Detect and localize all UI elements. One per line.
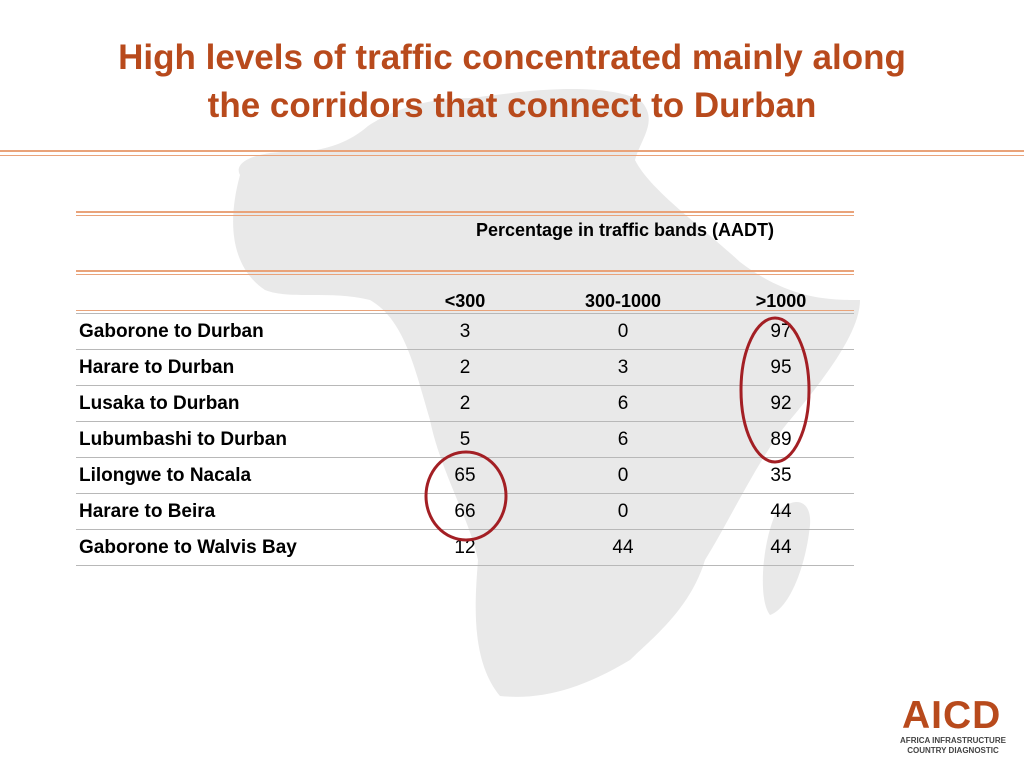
row-label: Gaborone to Walvis Bay bbox=[79, 537, 297, 558]
aicd-logo-mark: AICD bbox=[902, 694, 1002, 737]
cell-300-1000: 3 bbox=[617, 357, 629, 378]
header-mid-rule-thin bbox=[76, 274, 854, 275]
column-header-above-1000: >1000 bbox=[755, 291, 807, 311]
cell-above-1000: 44 bbox=[770, 501, 792, 522]
row-divider bbox=[76, 385, 854, 386]
row-divider bbox=[76, 349, 854, 350]
row-label: Lusaka to Durban bbox=[79, 393, 240, 414]
slide-title: High levels of traffic concentrated main… bbox=[0, 34, 1024, 130]
table-row: Lubumbashi to Durban 5 6 89 bbox=[76, 422, 854, 458]
cell-below-300: 2 bbox=[459, 393, 471, 414]
cell-above-1000: 97 bbox=[770, 321, 792, 342]
column-header-300-1000: 300-1000 bbox=[584, 291, 662, 311]
table-row: Harare to Beira 66 0 44 bbox=[76, 494, 854, 530]
table-bottom-rule bbox=[76, 565, 854, 566]
table-row: Harare to Durban 2 3 95 bbox=[76, 350, 854, 386]
table-row: Lilongwe to Nacala 65 0 35 bbox=[76, 458, 854, 494]
cell-below-300: 12 bbox=[454, 537, 476, 558]
slide-title-line-1: High levels of traffic concentrated main… bbox=[118, 38, 906, 77]
column-header-below-300: <300 bbox=[444, 291, 486, 311]
cell-300-1000: 0 bbox=[617, 321, 629, 342]
table-top-rule-thin bbox=[76, 215, 854, 216]
group-header: Percentage in traffic bands (AADT) bbox=[475, 220, 775, 240]
cell-300-1000: 0 bbox=[617, 501, 629, 522]
table-top-rule bbox=[76, 211, 854, 213]
slide-title-line-2: the corridors that connect to Durban bbox=[207, 86, 817, 125]
highlight-ellipse-low-traffic bbox=[424, 450, 508, 542]
aicd-logo: AICD AFRICA INFRASTRUCTURE COUNTRY DIAGN… bbox=[894, 696, 1012, 758]
cell-above-1000: 89 bbox=[770, 429, 792, 450]
row-label: Lilongwe to Nacala bbox=[79, 465, 252, 486]
row-divider bbox=[76, 457, 854, 458]
cell-below-300: 65 bbox=[454, 465, 476, 486]
cell-300-1000: 44 bbox=[612, 537, 634, 558]
title-divider-line bbox=[0, 150, 1024, 152]
cell-above-1000: 95 bbox=[770, 357, 792, 378]
cell-below-300: 3 bbox=[459, 321, 471, 342]
aicd-logo-line-1: AFRICA INFRASTRUCTURE bbox=[900, 736, 1006, 745]
aicd-logo-line-2: COUNTRY DIAGNOSTIC bbox=[907, 746, 999, 755]
cell-above-1000: 92 bbox=[770, 393, 792, 414]
table-row: Gaborone to Durban 3 0 97 bbox=[76, 314, 854, 350]
cell-300-1000: 0 bbox=[617, 465, 629, 486]
row-label: Harare to Durban bbox=[79, 357, 235, 378]
cell-above-1000: 44 bbox=[770, 537, 792, 558]
cell-300-1000: 6 bbox=[617, 393, 629, 414]
highlight-ellipse-high-traffic bbox=[739, 316, 811, 464]
row-label: Lubumbashi to Durban bbox=[79, 429, 287, 450]
row-divider bbox=[76, 493, 854, 494]
header-bottom-rule-thin bbox=[76, 313, 854, 314]
title-divider-line-thin bbox=[0, 155, 1024, 156]
table-row: Lusaka to Durban 2 6 92 bbox=[76, 386, 854, 422]
cell-300-1000: 6 bbox=[617, 429, 629, 450]
cell-below-300: 2 bbox=[459, 357, 471, 378]
cell-below-300: 5 bbox=[459, 429, 471, 450]
cell-above-1000: 35 bbox=[770, 465, 792, 486]
row-label: Harare to Beira bbox=[79, 501, 216, 522]
header-mid-rule bbox=[76, 270, 854, 272]
table-row: Gaborone to Walvis Bay 12 44 44 bbox=[76, 530, 854, 566]
cell-below-300: 66 bbox=[454, 501, 476, 522]
row-divider bbox=[76, 529, 854, 530]
header-bottom-rule bbox=[76, 310, 854, 311]
row-divider bbox=[76, 421, 854, 422]
row-label: Gaborone to Durban bbox=[79, 321, 264, 342]
